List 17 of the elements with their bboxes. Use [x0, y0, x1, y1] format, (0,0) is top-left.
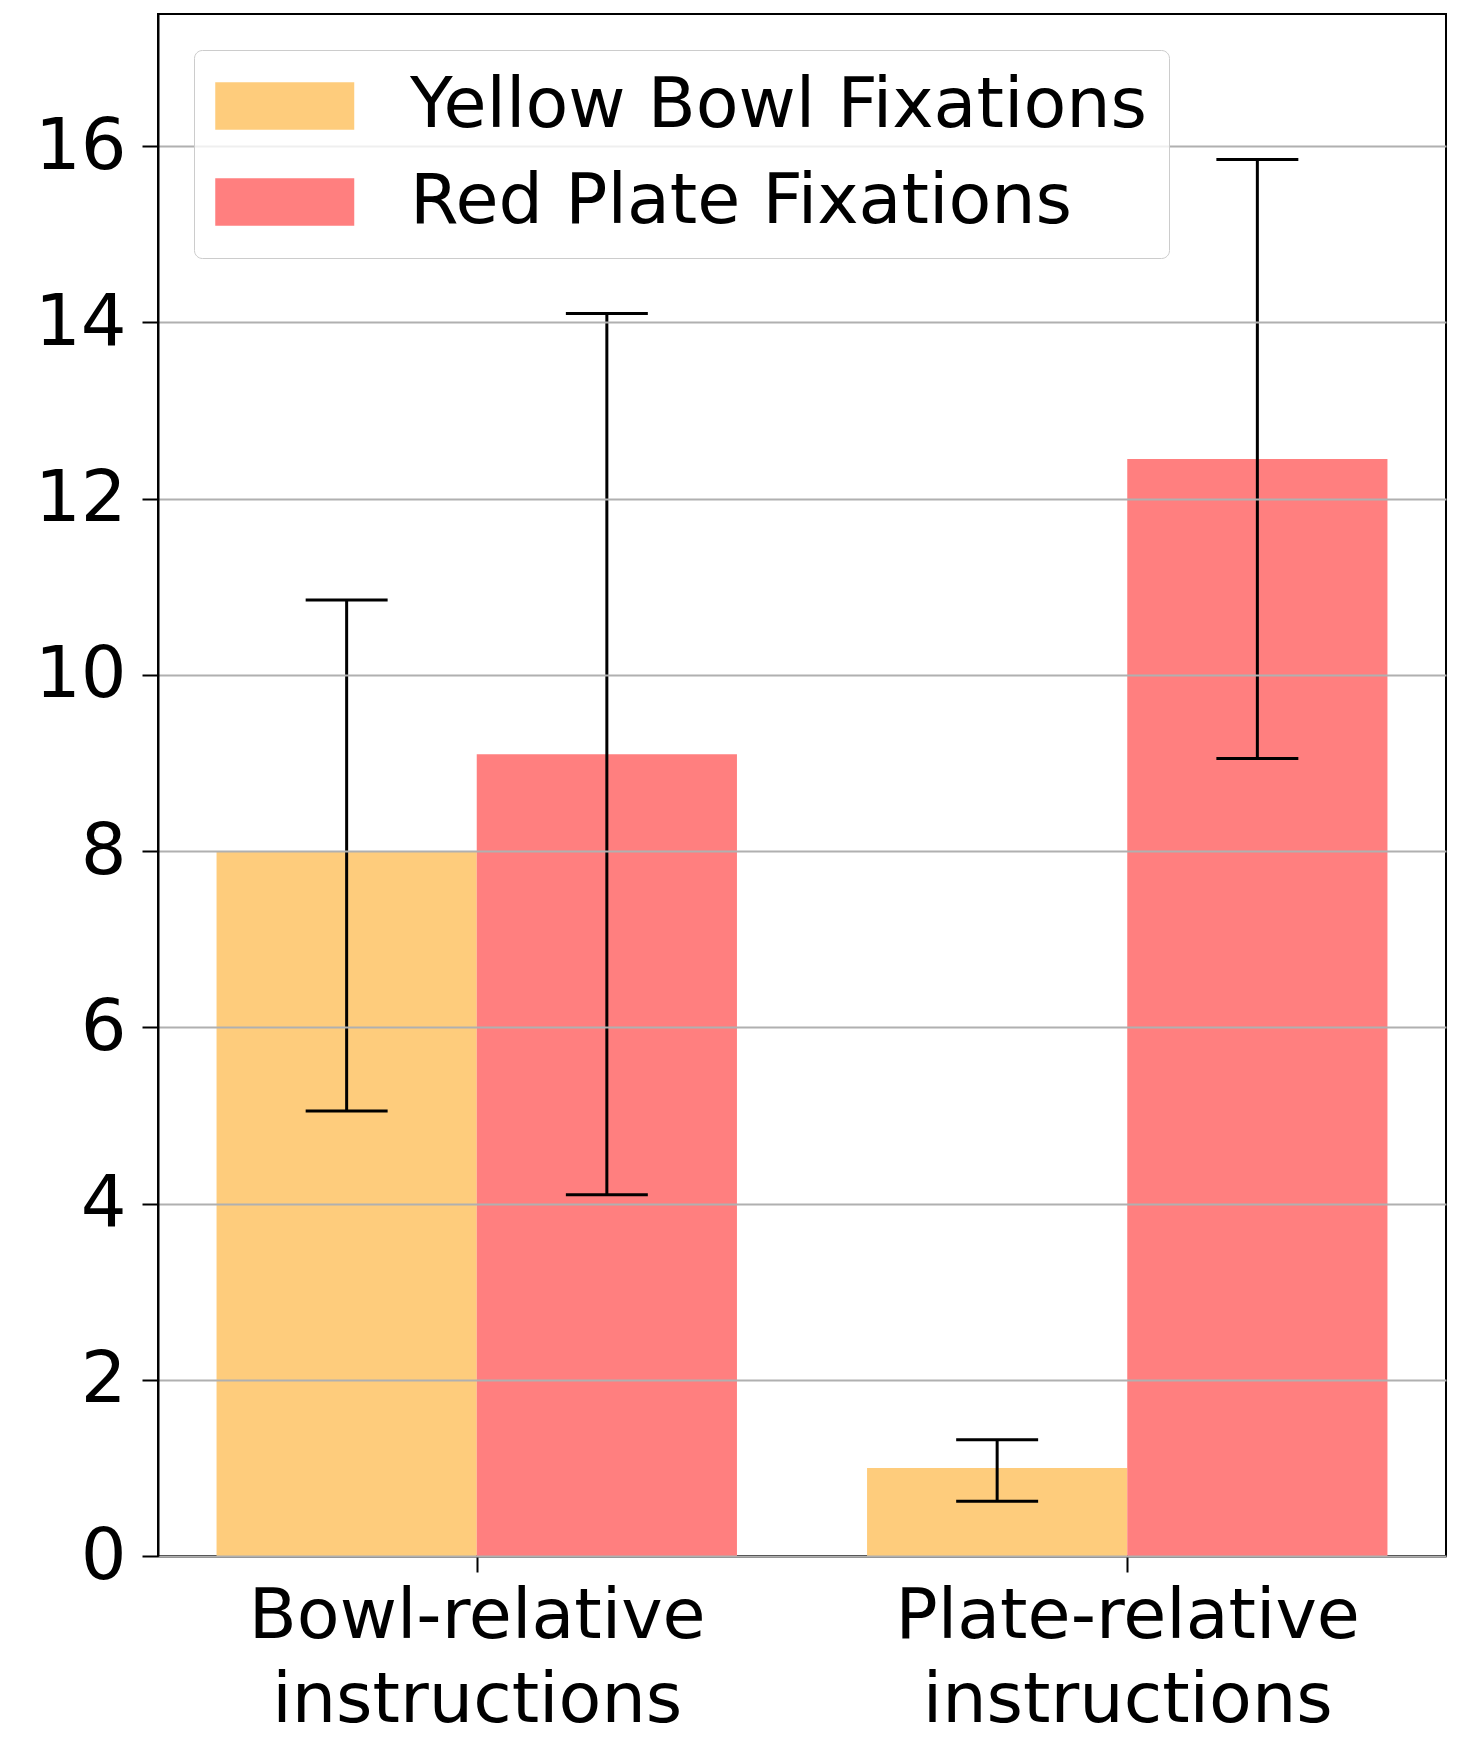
- y-tick-label: 8: [80, 806, 127, 891]
- y-tick-label: 4: [80, 1159, 127, 1244]
- y-tick-label: 0: [80, 1511, 127, 1596]
- bar: [476, 754, 737, 1556]
- y-tick-label: 10: [34, 630, 127, 715]
- y-tick-label: 16: [34, 101, 127, 186]
- y-tick-label: 12: [34, 454, 127, 539]
- x-tick-label: Bowl-relative instructions: [248, 1572, 706, 1739]
- legend-label: Yellow Bowl Fixations: [409, 62, 1148, 144]
- bar: [867, 1467, 1128, 1556]
- bar: [1127, 458, 1388, 1556]
- x-tick-label: Plate-relative instructions: [895, 1572, 1360, 1739]
- bar: [216, 851, 477, 1556]
- y-tick-label: 2: [80, 1335, 127, 1420]
- y-tick-label: 14: [34, 277, 127, 362]
- y-tick-label: 6: [80, 982, 127, 1067]
- legend-label: Red Plate Fixations: [410, 158, 1073, 240]
